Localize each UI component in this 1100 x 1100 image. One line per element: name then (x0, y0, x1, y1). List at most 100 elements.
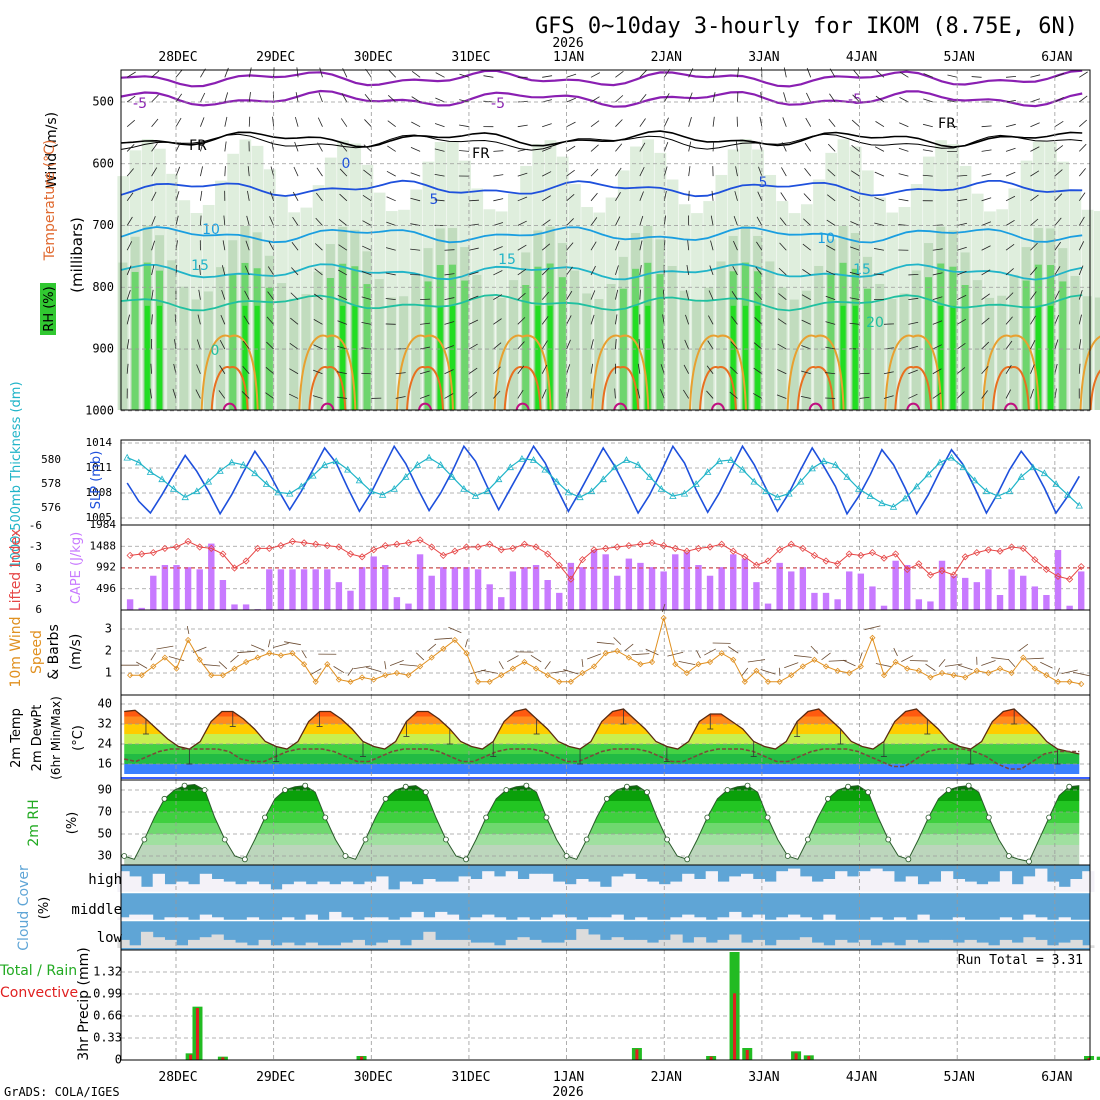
axis-label: SLP (mb) (89, 451, 104, 510)
surface-wind-barb (587, 653, 602, 660)
wind-barb (590, 144, 599, 152)
cape-bar (834, 599, 841, 610)
wind-barb (932, 320, 943, 325)
wind-barb (224, 166, 226, 177)
thickness-marker (529, 456, 538, 463)
wind-speed-marker (846, 669, 853, 677)
cloud-middle-bar (176, 917, 189, 920)
wind-barb (826, 219, 836, 226)
wind-speed-marker (706, 658, 714, 666)
wind-barb (590, 192, 598, 202)
upper-frame (120, 69, 1091, 411)
wind-barb (269, 191, 275, 201)
thickness-marker (158, 475, 166, 483)
cloud-low-bar (211, 934, 224, 948)
wind-barb (1030, 291, 1037, 300)
wind-barb (590, 265, 596, 276)
cloud-high-bar (635, 879, 648, 892)
wind-barb (874, 197, 885, 202)
wind-barb (826, 194, 836, 202)
precip-convective-bar (807, 1056, 811, 1060)
wind-barb (639, 264, 642, 275)
cloud-low-bar (858, 939, 871, 948)
surface-wind-barb (550, 670, 568, 674)
axis-label: (m/s) (68, 634, 84, 671)
tick-label: 30 (98, 849, 112, 863)
wind-barb (663, 117, 669, 127)
isotherm-label: 10 (202, 222, 220, 238)
wind-barb (336, 396, 347, 399)
cape-bar (231, 604, 238, 610)
cloud-high-bar (517, 879, 530, 892)
wind-barb (957, 222, 968, 226)
wind-barb (708, 315, 714, 325)
wind-speed-marker (915, 667, 922, 674)
isotherm-label: -5 (848, 92, 862, 108)
wind-barb (852, 69, 860, 78)
wind-barb (247, 190, 250, 201)
rh-shade-high (619, 288, 627, 410)
cloud-middle-bar (446, 914, 460, 920)
wind-barb (729, 391, 738, 399)
bottom-date-axis: 28DEC 29DEC 30DEC 31DEC 1JAN 2JAN 3JAN 4JAN 5JAN… (158, 1070, 1072, 1085)
thickness-marker (390, 484, 398, 492)
cloud-high-bar (493, 876, 507, 892)
cape-bar (208, 543, 215, 610)
cloud-middle-bar (670, 917, 683, 920)
isotherm-label: -5 (491, 96, 505, 112)
cape-bar (405, 603, 412, 610)
rh-band (124, 834, 1080, 845)
wind-barb (850, 195, 860, 202)
surface-wind-barb (704, 648, 717, 656)
cloud-middle-bar (540, 917, 554, 920)
rh-shade-high (461, 280, 469, 410)
surface-wind-barb (1007, 659, 1016, 667)
lifted-index-marker (196, 543, 204, 551)
wind-barb (289, 368, 299, 375)
wind-barb (1005, 340, 1013, 350)
rh-marker (443, 836, 449, 843)
cape-bar (300, 569, 308, 610)
cloud-high-bar (152, 873, 165, 892)
cloud-high-bar (964, 881, 977, 892)
wind-barb (899, 97, 909, 103)
wind-barb (542, 147, 552, 152)
cloud-low-bar (482, 942, 495, 948)
thickness-marker (692, 480, 700, 487)
wind-barb (957, 270, 967, 276)
surface-wind-barb (859, 652, 863, 661)
wind-barb (683, 364, 690, 374)
wind-barb (361, 321, 372, 325)
wind-barb (434, 123, 445, 128)
wind-barb (296, 67, 299, 78)
thickness-marker (495, 475, 503, 483)
thickness-marker (1063, 490, 1072, 498)
lifted-index-marker (300, 539, 308, 547)
isotherm-dome (591, 334, 650, 411)
cloud-high-bar (140, 886, 154, 892)
cloud-low-bar (282, 942, 295, 948)
wind-barb (337, 371, 347, 375)
wind-barb (825, 270, 836, 276)
wind-barb (734, 191, 738, 201)
year-label-bottom: 2026 (552, 1085, 583, 1100)
wind-barb (387, 95, 396, 103)
wind-barb (802, 269, 811, 276)
lifted-index-marker (602, 544, 610, 552)
thickness-marker (762, 487, 770, 495)
rh-shade-high (656, 274, 664, 410)
rh-shade-mid (399, 296, 409, 410)
wind-speed-marker (625, 654, 632, 661)
wind-barb (779, 217, 787, 226)
wind-speed-marker (138, 672, 145, 679)
wind-barb (590, 168, 599, 177)
thickness-marker (657, 484, 665, 492)
wind-barb (1078, 192, 1086, 202)
cloud-high-bar (764, 881, 777, 892)
wind-barb (615, 143, 623, 152)
lifted-index-marker (926, 571, 934, 579)
lifted-index-marker (892, 550, 900, 558)
rh-shade-sat (645, 305, 651, 410)
wind-barb (151, 216, 156, 226)
wind-barb (151, 191, 157, 201)
